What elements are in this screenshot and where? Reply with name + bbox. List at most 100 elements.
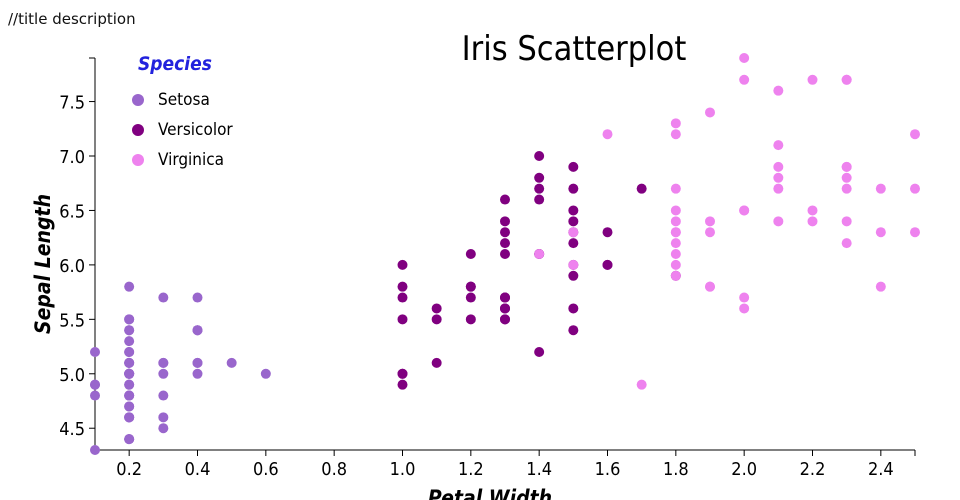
data-point-versicolor (568, 325, 579, 336)
data-point-virginica (739, 74, 750, 85)
data-point-virginica (705, 107, 715, 118)
data-point-setosa (90, 445, 100, 455)
data-point-setosa (192, 325, 203, 336)
y-tick-label: 6.5 (59, 201, 85, 222)
y-tick-label: 7.5 (59, 93, 85, 114)
data-point-setosa (124, 401, 135, 412)
data-point-versicolor (397, 292, 408, 303)
x-tick-label: 0.8 (321, 459, 347, 480)
data-point-virginica (807, 216, 818, 227)
legend-label-virginica: Virginica (158, 150, 224, 170)
data-point-setosa (192, 357, 203, 368)
data-point-virginica (705, 216, 715, 227)
data-point-virginica (807, 74, 818, 85)
data-point-virginica (670, 227, 681, 238)
data-point-virginica (636, 379, 647, 390)
data-point-versicolor (431, 303, 442, 314)
data-point-virginica (670, 216, 681, 227)
legend-marker-versicolor (132, 124, 144, 136)
y-tick-label: 4.5 (59, 419, 85, 440)
data-point-virginica (670, 118, 681, 129)
legend-label-versicolor: Versicolor (158, 120, 233, 140)
data-point-setosa (124, 434, 135, 445)
data-point-virginica (670, 129, 681, 140)
data-point-virginica (910, 183, 920, 194)
data-point-setosa (192, 368, 203, 379)
y-tick-label: 6.0 (59, 256, 85, 277)
data-point-virginica (739, 53, 750, 63)
data-point-virginica (773, 85, 784, 96)
data-point-setosa (192, 292, 203, 303)
data-point-versicolor (500, 303, 510, 314)
data-point-virginica (739, 303, 750, 314)
data-point-versicolor (465, 292, 476, 303)
data-point-versicolor (397, 314, 408, 325)
x-tick-label: 2.2 (800, 459, 826, 480)
data-point-setosa (226, 357, 237, 368)
data-points (90, 53, 920, 455)
x-tick-label: 0.4 (185, 459, 211, 480)
data-point-setosa (158, 423, 169, 434)
y-axis-title: Sepal Length (31, 194, 55, 334)
data-point-virginica (773, 216, 784, 227)
data-point-virginica (670, 183, 681, 194)
data-point-virginica (739, 205, 750, 216)
data-point-versicolor (500, 249, 510, 259)
data-point-virginica (841, 216, 852, 227)
data-point-setosa (124, 314, 135, 325)
data-point-setosa (124, 357, 135, 368)
data-point-setosa (158, 412, 169, 423)
data-point-setosa (124, 368, 135, 379)
legend-marker-virginica (132, 154, 144, 166)
x-tick-label: 1.0 (390, 459, 416, 480)
x-tick-label: 1.2 (458, 459, 484, 480)
x-axis-ticks: 0.2 0.4 0.6 0.8 1.0 1.2 1.4 1.6 1.8 2.0 2.2 2.4 (116, 450, 916, 480)
x-tick-label: 0.2 (116, 459, 142, 480)
page-note: //title description (8, 10, 136, 28)
data-point-virginica (841, 74, 852, 85)
data-point-versicolor (431, 314, 442, 325)
data-point-setosa (260, 368, 271, 379)
data-point-setosa (158, 357, 169, 368)
x-axis-title: Petal Width (428, 486, 552, 500)
data-point-virginica (602, 129, 613, 140)
legend: Species Setosa Versicolor Virginica (132, 53, 233, 170)
x-tick-label: 1.6 (595, 459, 621, 480)
data-point-versicolor (431, 357, 442, 368)
data-point-virginica (841, 172, 852, 183)
data-point-setosa (124, 325, 135, 336)
data-point-versicolor (397, 281, 408, 292)
data-point-versicolor (500, 292, 510, 303)
data-point-versicolor (397, 368, 408, 379)
data-point-versicolor (500, 238, 510, 249)
data-point-virginica (568, 227, 579, 238)
data-point-setosa (158, 368, 169, 379)
data-point-virginica (670, 238, 681, 249)
data-point-setosa (158, 390, 169, 401)
legend-label-setosa: Setosa (158, 90, 210, 110)
data-point-setosa (90, 347, 100, 357)
data-point-virginica (534, 249, 545, 259)
y-tick-label: 5.0 (59, 365, 85, 386)
data-point-versicolor (500, 314, 510, 325)
data-point-virginica (670, 270, 681, 281)
x-tick-label: 2.0 (731, 459, 757, 480)
data-point-setosa (90, 390, 100, 401)
x-tick-label: 0.6 (253, 459, 279, 480)
x-tick-label: 1.4 (526, 459, 552, 480)
data-point-versicolor (534, 194, 545, 205)
data-point-virginica (875, 227, 886, 238)
data-point-virginica (739, 292, 750, 303)
data-point-versicolor (568, 161, 579, 172)
data-point-virginica (841, 238, 852, 249)
data-point-versicolor (636, 183, 647, 194)
data-point-versicolor (568, 303, 579, 314)
chart-title: Iris Scatterplot (462, 29, 687, 69)
data-point-versicolor (602, 227, 613, 238)
y-tick-label: 7.0 (59, 147, 85, 168)
data-point-virginica (773, 140, 784, 151)
data-point-virginica (568, 259, 579, 270)
data-point-virginica (875, 183, 886, 194)
data-point-virginica (705, 227, 715, 238)
